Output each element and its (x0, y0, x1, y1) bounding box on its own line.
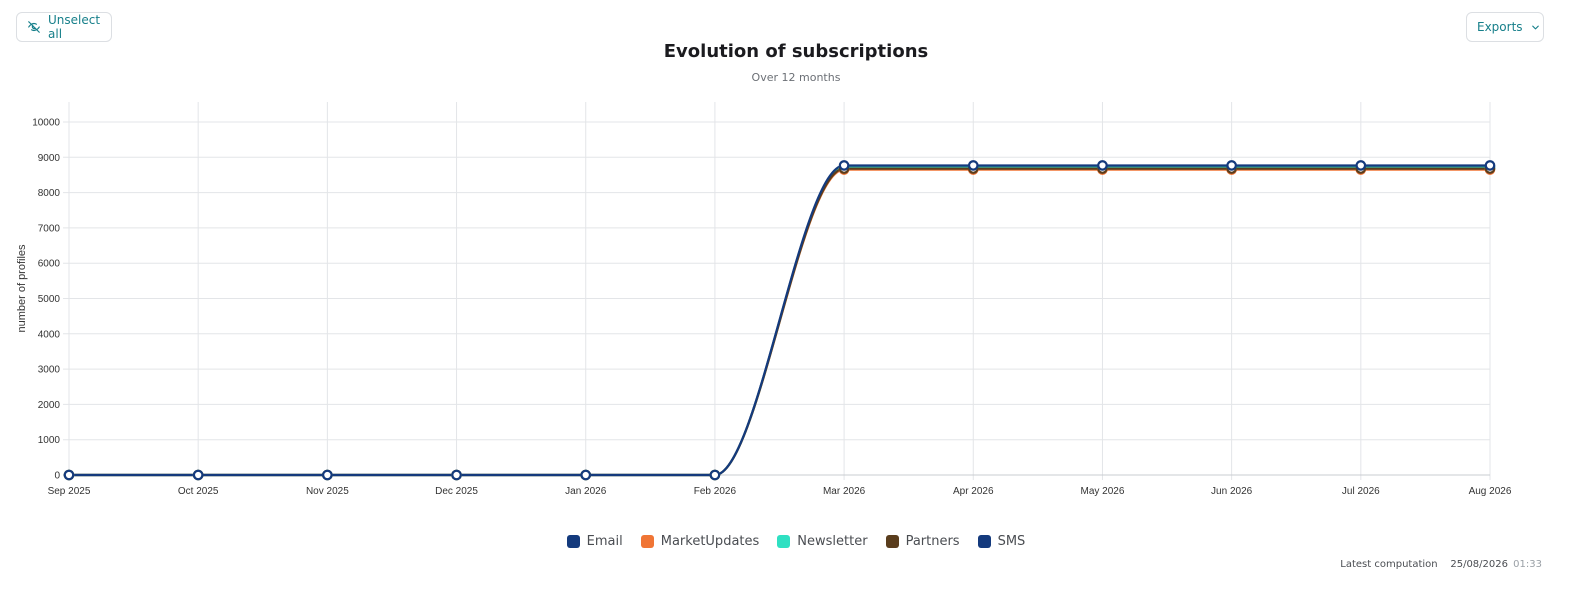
unselect-all-label: Unselect all (48, 13, 101, 41)
data-point-sms (967, 160, 979, 171)
data-point-sms (709, 469, 721, 481)
y-tick-label: 3000 (38, 365, 61, 376)
x-tick-label: Apr 2026 (953, 486, 994, 497)
chart-legend: Email MarketUpdates Newsletter Partners SMS (0, 534, 1592, 549)
y-tick-label: 7000 (38, 223, 61, 234)
legend-swatch (640, 535, 654, 548)
latest-computation-label: Latest computation (1340, 559, 1438, 570)
legend-swatch (977, 535, 991, 548)
x-tick-label: Dec 2025 (435, 486, 478, 497)
y-tick-label: 8000 (38, 188, 61, 199)
legend-label: Partners (905, 534, 960, 549)
y-tick-label: 5000 (38, 294, 61, 305)
y-tick-label: 4000 (38, 329, 61, 340)
data-point-sms (1484, 160, 1496, 171)
y-tick-label: 9000 (38, 153, 61, 164)
legend-item-marketupdates[interactable]: MarketUpdates (640, 534, 760, 549)
legend-item-email[interactable]: Email (566, 534, 623, 549)
y-tick-label: 6000 (38, 259, 61, 270)
chart-title: Evolution of subscriptions (663, 41, 929, 62)
x-tick-label: Jul 2026 (1342, 486, 1380, 497)
data-point-sms (322, 469, 333, 481)
chevron-down-icon (1530, 22, 1541, 33)
legend-item-sms[interactable]: SMS (977, 534, 1026, 549)
y-tick-label: 0 (54, 471, 60, 482)
data-point-sms (1226, 160, 1237, 171)
data-point-sms (451, 469, 462, 481)
y-tick-label: 1000 (38, 435, 61, 446)
data-point-sms (1355, 160, 1367, 171)
data-point-sms (580, 469, 592, 481)
legend-label: MarketUpdates (660, 534, 760, 549)
y-axis-label: number of profiles (16, 244, 28, 333)
data-point-sms (192, 469, 204, 481)
data-point-sms (63, 469, 75, 481)
x-tick-label: Oct 2025 (178, 486, 219, 497)
x-tick-label: Jan 2026 (565, 486, 607, 497)
x-tick-label: May 2026 (1080, 486, 1124, 497)
exports-button[interactable]: Exports (1466, 12, 1544, 42)
data-point-sms (838, 160, 850, 171)
legend-label: Email (586, 534, 623, 549)
legend-swatch (566, 535, 580, 548)
exports-label: Exports (1477, 20, 1523, 34)
eye-off-icon (27, 20, 41, 34)
x-tick-label: Feb 2026 (694, 486, 737, 497)
latest-computation-date: 25/08/2026 (1450, 559, 1508, 570)
legend-swatch (777, 535, 791, 548)
x-tick-label: Nov 2025 (306, 486, 349, 497)
chart-subtitle: Over 12 months (751, 71, 841, 84)
x-tick-label: Jun 2026 (1211, 486, 1253, 497)
data-point-sms (1097, 160, 1108, 171)
legend-label: Newsletter (797, 534, 868, 549)
x-tick-label: Mar 2026 (823, 486, 866, 497)
legend-swatch (885, 535, 899, 548)
latest-computation-time: 01:33 (1513, 559, 1542, 570)
unselect-all-button[interactable]: Unselect all (16, 12, 112, 42)
legend-item-newsletter[interactable]: Newsletter (777, 534, 868, 549)
x-tick-label: Sep 2025 (48, 486, 91, 497)
y-tick-label: 2000 (38, 400, 61, 411)
series-line-sms (68, 164, 1490, 477)
y-tick-label: 10000 (32, 118, 60, 129)
latest-computation: Latest computation 25/08/2026 01:33 (1340, 559, 1542, 570)
legend-item-partners[interactable]: Partners (885, 534, 960, 549)
x-tick-label: Aug 2026 (1469, 486, 1512, 497)
legend-label: SMS (997, 534, 1026, 549)
